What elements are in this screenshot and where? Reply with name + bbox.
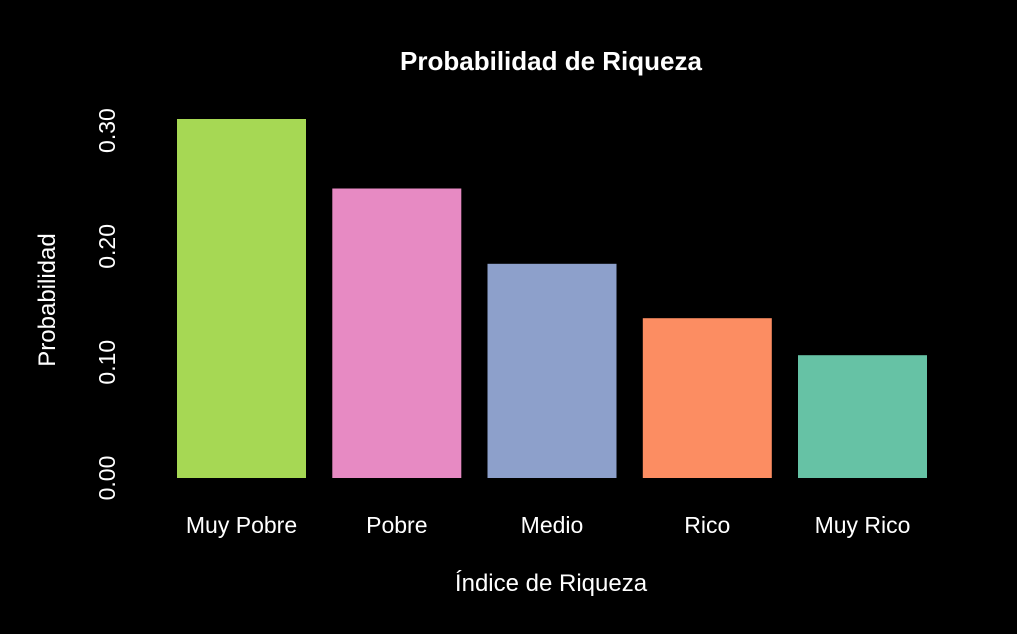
x-tick-label: Pobre [366,512,427,538]
y-tick-label: 0.30 [94,108,120,153]
y-axis-title: Probabilidad [34,233,61,366]
x-tick-label: Muy Rico [815,512,911,538]
x-axis-title: Índice de Riqueza [455,570,648,597]
bars-group [177,119,927,478]
x-axis-labels: Muy Pobre Pobre Medio Rico Muy Rico [186,512,911,538]
x-tick-label: Medio [521,512,584,538]
chart-title: Probabilidad de Riqueza [400,46,702,76]
y-tick-label: 0.20 [94,224,120,269]
bar-muy-pobre [177,119,306,478]
y-tick-label: 0.00 [94,456,120,501]
bar-medio [487,263,617,478]
x-tick-label: Muy Pobre [186,512,297,538]
x-tick-label: Rico [684,512,730,538]
bar-rico [642,318,772,478]
y-axis: 0.00 0.10 0.20 0.30 [94,108,120,500]
y-tick-label: 0.10 [94,340,120,385]
bar-muy-rico [798,355,927,478]
bar-pobre [332,188,462,478]
